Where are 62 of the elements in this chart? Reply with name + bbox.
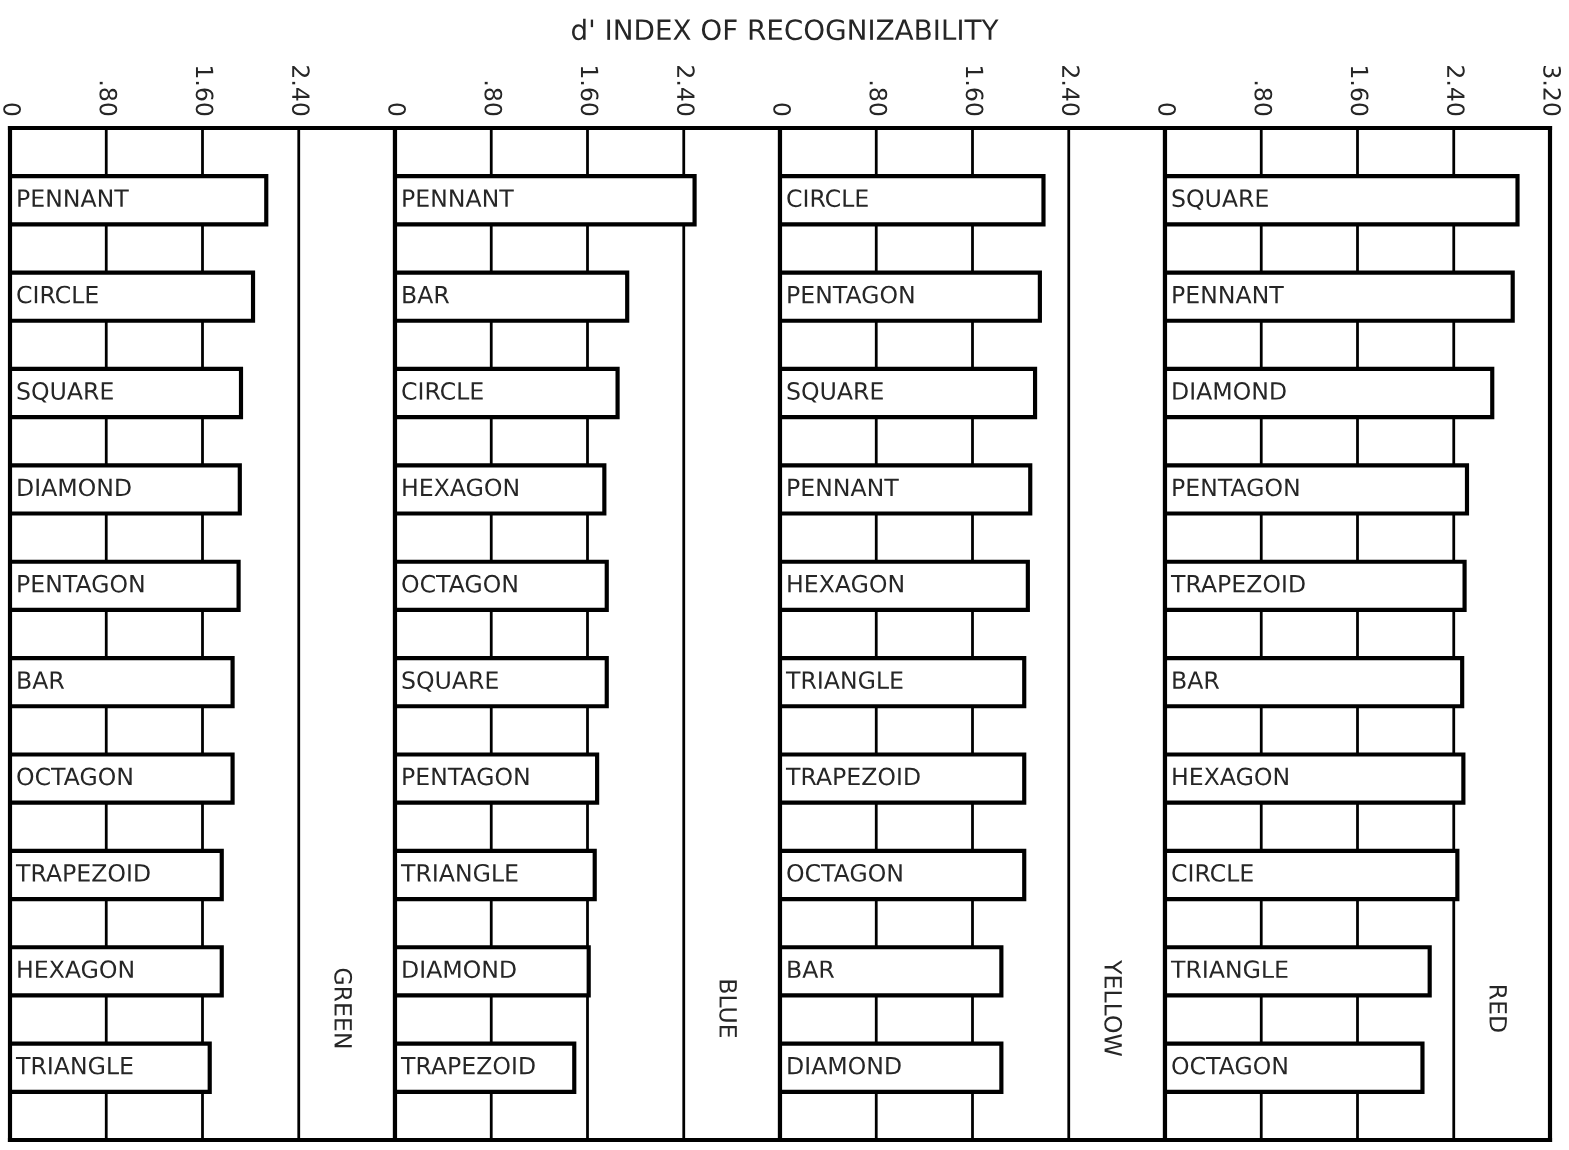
y-tick-label: SQUARE xyxy=(17,382,113,403)
y-tick-label: HEXAGON xyxy=(1173,767,1288,786)
y-tick-label: BAR xyxy=(788,960,835,978)
text: RED xyxy=(1489,986,1507,1032)
y-tick-label: SQUARE xyxy=(1172,189,1268,210)
x-tick-label: 2.40 xyxy=(1061,66,1080,116)
y-tick-label: PENNANT xyxy=(788,478,899,496)
y-tick-label: TRAPEZOID xyxy=(15,863,150,882)
x-tick-label: 1.60 xyxy=(1350,66,1369,116)
y-tick-label: PENTAGON xyxy=(788,285,914,304)
text: GREEN xyxy=(334,968,353,1048)
y-tick-label: TRIANGLE xyxy=(785,671,903,690)
y-tick-label: DIAMOND xyxy=(1173,382,1286,400)
x-tick-label: .80 xyxy=(869,81,888,116)
x-axis-title: d' INDEX OF RECOGNIZABILITY xyxy=(572,18,999,41)
y-tick-label: PENTAGON xyxy=(403,767,529,786)
y-tick-label: TRIANGLE xyxy=(1170,960,1288,979)
y-tick-label: CIRCLE xyxy=(1172,863,1253,882)
x-tick-label: 2.40 xyxy=(291,66,310,116)
y-tick-label: PENNANT xyxy=(403,189,514,207)
y-tick-label: TRAPEZOID xyxy=(1170,574,1305,593)
y-tick-label: HEXAGON xyxy=(18,960,133,979)
y-tick-label: PENTAGON xyxy=(18,574,144,593)
x-tick-label: 2.40 xyxy=(676,66,695,116)
y-tick-label: OCTAGON xyxy=(787,863,902,882)
x-tick-label: 0 xyxy=(1158,103,1177,116)
y-tick-label: OCTAGON xyxy=(1172,1056,1287,1075)
y-tick-label: DIAMOND xyxy=(788,1056,901,1075)
y-tick-label: CIRCLE xyxy=(787,189,868,208)
x-tick-label: 1.60 xyxy=(195,66,214,116)
x-tick-label: .80 xyxy=(484,81,503,116)
text: BLUE xyxy=(719,980,737,1038)
x-tick-label: .80 xyxy=(1254,81,1273,116)
x-tick-label: .80 xyxy=(99,81,118,116)
x-tick-label: 3.20 xyxy=(1543,66,1562,116)
y-tick-label: OCTAGON xyxy=(402,574,517,593)
y-tick-label: TRIANGLE xyxy=(15,1056,133,1075)
x-tick-label: 2.40 xyxy=(1446,66,1465,116)
y-tick-label: SQUARE xyxy=(402,671,498,692)
x-tick-label: 0 xyxy=(3,103,22,116)
y-tick-label: OCTAGON xyxy=(17,767,132,786)
y-tick-label: HEXAGON xyxy=(403,478,518,497)
y-tick-label: TRAPEZOID xyxy=(400,1056,535,1075)
x-tick-label: 0 xyxy=(388,103,407,116)
y-tick-label: PENNANT xyxy=(18,189,129,207)
y-tick-label: CIRCLE xyxy=(402,382,483,400)
y-tick-label: CIRCLE xyxy=(17,285,98,304)
y-tick-label: HEXAGON xyxy=(788,574,903,593)
y-tick-label: PENNANT xyxy=(1173,285,1284,304)
y-tick-label: PENTAGON xyxy=(1173,478,1299,497)
y-tick-label: TRAPEZOID xyxy=(785,767,920,786)
y-tick-label: BAR xyxy=(403,285,450,304)
y-tick-label: SQUARE xyxy=(787,382,883,403)
y-tick-label: DIAMOND xyxy=(403,960,516,979)
y-tick-label: BAR xyxy=(1173,671,1220,689)
text: YELLOW xyxy=(1104,960,1123,1057)
x-tick-label: 0 xyxy=(773,103,792,116)
y-tick-label: DIAMOND xyxy=(18,478,131,497)
x-tick-label: 1.60 xyxy=(580,66,599,116)
x-tick-label: 1.60 xyxy=(965,66,984,116)
y-tick-label: TRIANGLE xyxy=(400,863,518,882)
y-tick-label: BAR xyxy=(18,671,65,689)
